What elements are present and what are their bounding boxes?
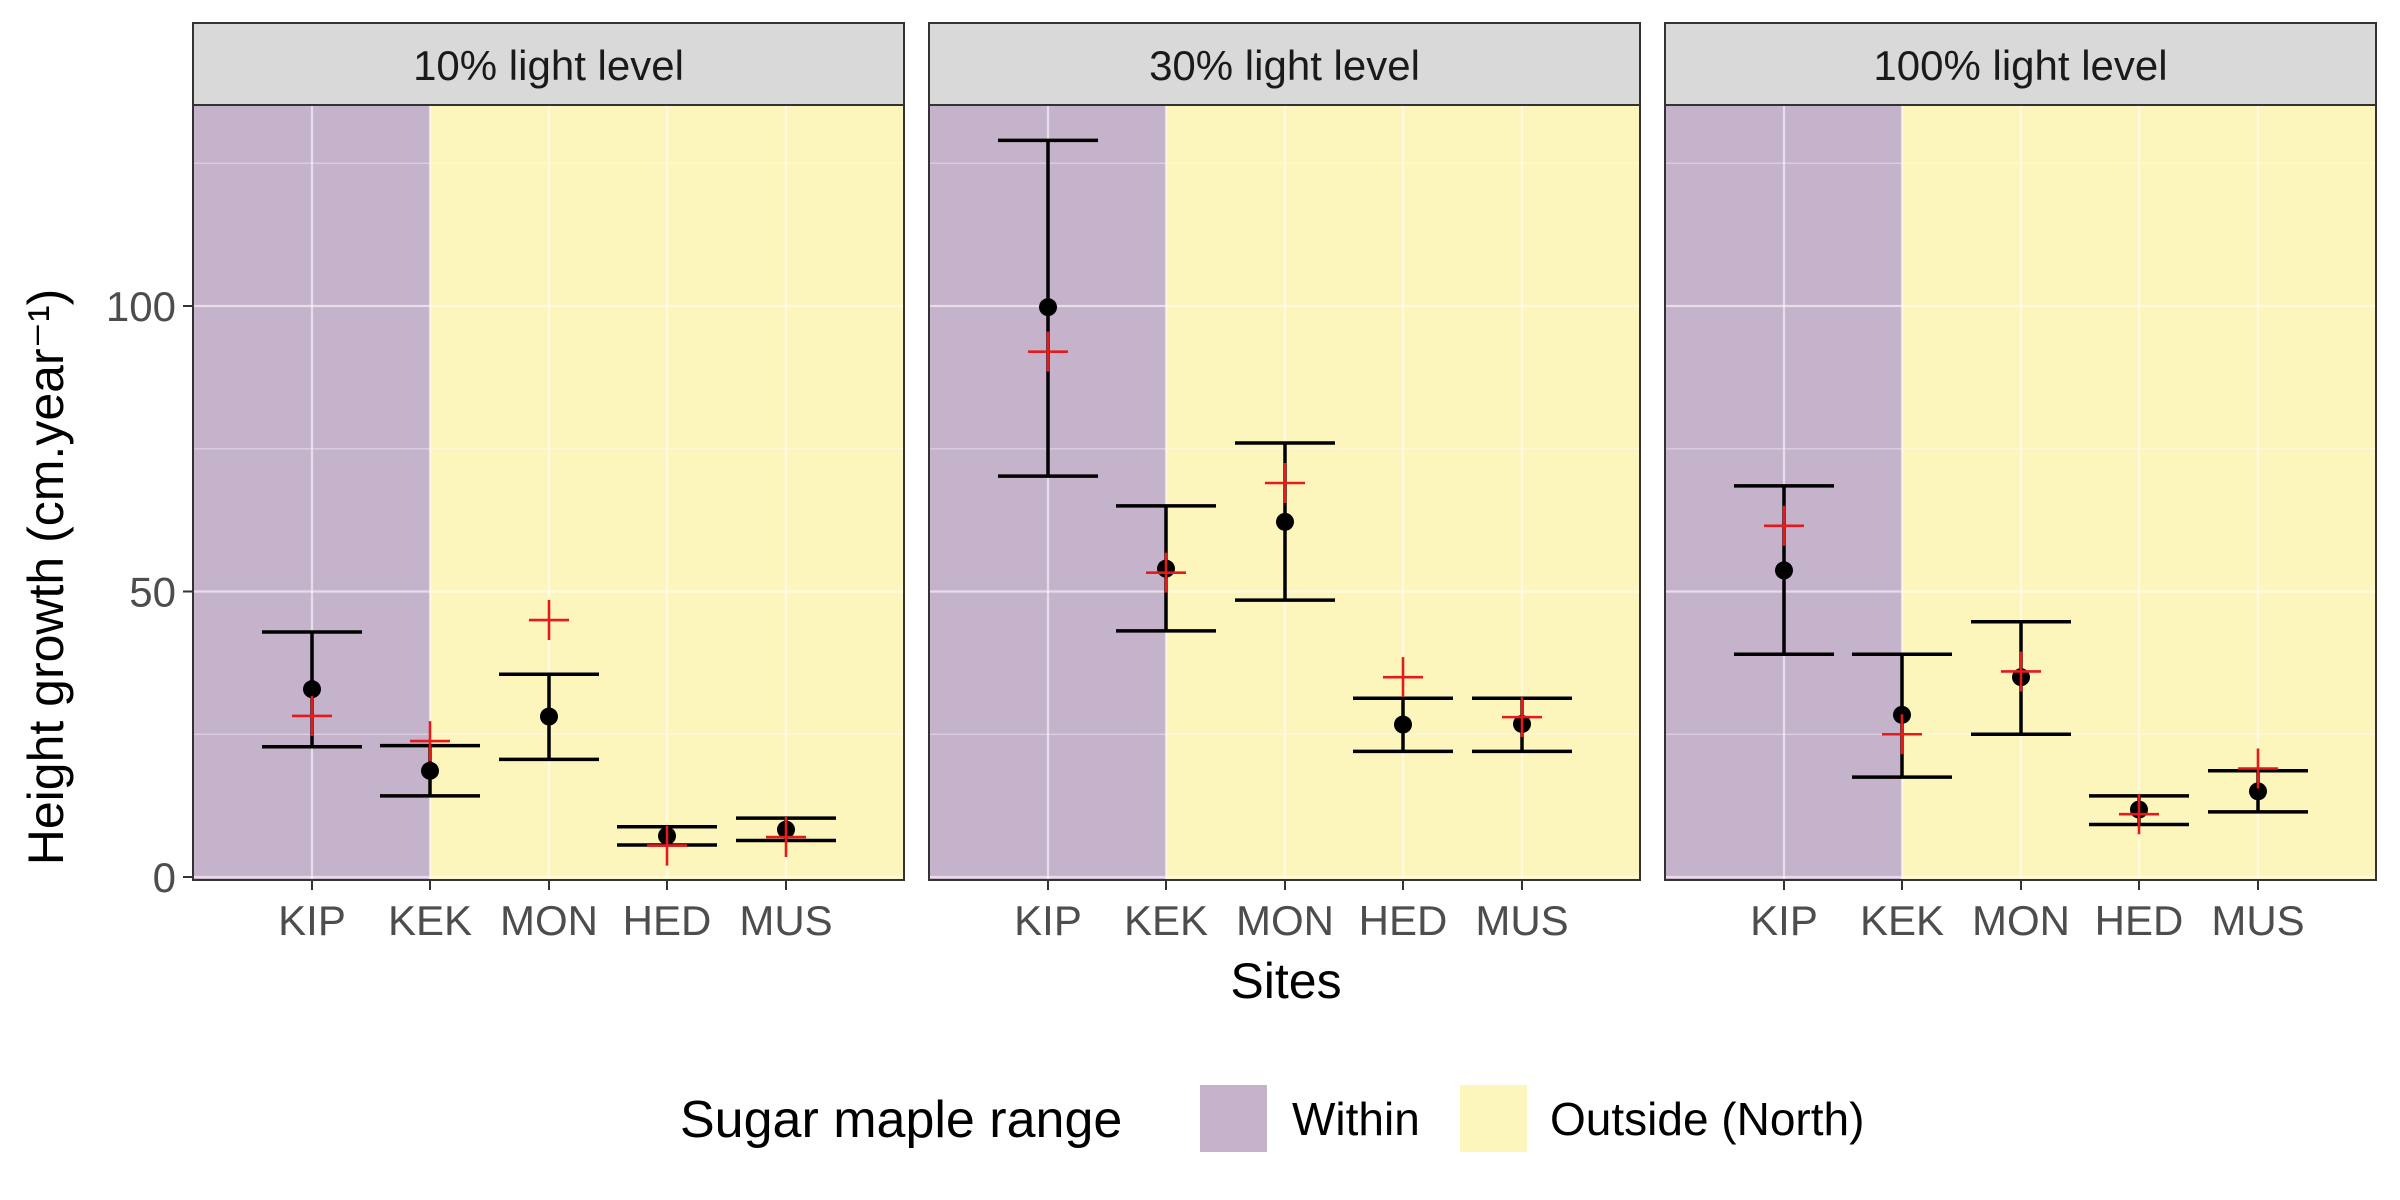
predicted-marker-kip (1028, 331, 1068, 372)
legend-label-outside-north: Outside (North) (1550, 1093, 1864, 1145)
predicted-marker-kek (410, 721, 450, 762)
site-mon-marks (1235, 441, 1335, 602)
site-hed-marks (2089, 794, 2189, 835)
predicted-marker-hed (647, 825, 687, 866)
facet-strip-label: 10% light level (413, 42, 684, 89)
site-kek-marks (1852, 652, 1952, 779)
legend-key-within (1200, 1085, 1267, 1152)
legend-key-outside-north (1460, 1085, 1527, 1152)
x-tick-label-mus: MUS (2211, 897, 2304, 944)
y-tick-label-50: 50 (129, 569, 176, 616)
facet-strip (192, 22, 905, 106)
y-axis: 0 50 100 (106, 283, 193, 901)
x-tick-label-kek: KEK (1860, 897, 1944, 944)
site-mus-marks (2208, 748, 2308, 814)
y-tick-label-100: 100 (106, 283, 176, 330)
panel-100-light-level: 100% light level KIP KEK MON HED MUS (1664, 22, 2377, 944)
site-mon-marks (1971, 620, 2071, 736)
site-mon-marks (499, 600, 599, 762)
site-hed-marks (617, 825, 717, 866)
observed-point-mon (1276, 512, 1294, 531)
observed-point-kip (303, 680, 321, 699)
y-tick-label-0: 0 (153, 854, 176, 901)
observed-point-kip (1775, 561, 1793, 580)
predicted-marker-kek (1882, 714, 1922, 755)
x-tick-label-hed: HED (623, 897, 712, 944)
facet-strip (928, 22, 1641, 106)
legend-title: Sugar maple range (680, 1091, 1122, 1149)
observed-point-mus (2249, 782, 2267, 801)
y-axis-title: Height growth (cm.year⁻¹) (18, 289, 74, 866)
site-mus-marks (1472, 696, 1572, 754)
x-tick-label-kek: KEK (1124, 897, 1208, 944)
x-tick-label-kek: KEK (388, 897, 472, 944)
facet-strip (1664, 22, 2377, 106)
facet-strip-label: 30% light level (1149, 42, 1420, 89)
observed-point-kek (421, 761, 439, 780)
legend: Sugar maple range Within Outside (North) (680, 1085, 1864, 1152)
site-mus-marks (736, 816, 836, 858)
site-hed-marks (1353, 657, 1453, 754)
predicted-marker-hed (1383, 657, 1423, 698)
x-tick-label-kip: KIP (1014, 897, 1082, 944)
site-kek-marks (380, 721, 480, 798)
predicted-marker-mus (2238, 748, 2278, 789)
panel-30-light-level: 30% light level KIP KEK MON HED MUS (928, 22, 1641, 944)
observed-point-mon (540, 707, 558, 726)
site-kip-marks (262, 630, 362, 749)
predicted-marker-mon (1265, 463, 1305, 504)
observed-point-hed (1394, 715, 1412, 734)
site-kip-marks (998, 138, 1098, 478)
predicted-marker-kip (292, 695, 332, 736)
predicted-marker-kip (1764, 505, 1804, 546)
legend-label-within: Within (1292, 1093, 1420, 1145)
x-tick-label-kip: KIP (1750, 897, 1818, 944)
site-kek-marks (1116, 504, 1216, 633)
observed-point-kip (1039, 298, 1057, 317)
site-kip-marks (1734, 484, 1834, 657)
x-axis-title: Sites (1230, 953, 1341, 1009)
x-tick-label-hed: HED (2095, 897, 2184, 944)
x-tick-label-mon: MON (500, 897, 598, 944)
panel-10-light-level: 10% light level KIP KEK MON HED MUS (192, 22, 905, 944)
x-tick-label-mon: MON (1972, 897, 2070, 944)
x-tick-label-mon: MON (1236, 897, 1334, 944)
predicted-marker-mus (766, 817, 806, 858)
facet-strip-label: 100% light level (1873, 42, 2167, 89)
predicted-marker-mus (1502, 697, 1542, 738)
x-tick-label-kip: KIP (278, 897, 346, 944)
predicted-marker-mon (2001, 651, 2041, 692)
x-tick-label-hed: HED (1359, 897, 1448, 944)
predicted-marker-hed (2119, 794, 2159, 835)
x-tick-label-mus: MUS (739, 897, 832, 944)
predicted-marker-mon (529, 600, 569, 641)
x-tick-label-mus: MUS (1475, 897, 1568, 944)
predicted-marker-kek (1146, 552, 1186, 593)
